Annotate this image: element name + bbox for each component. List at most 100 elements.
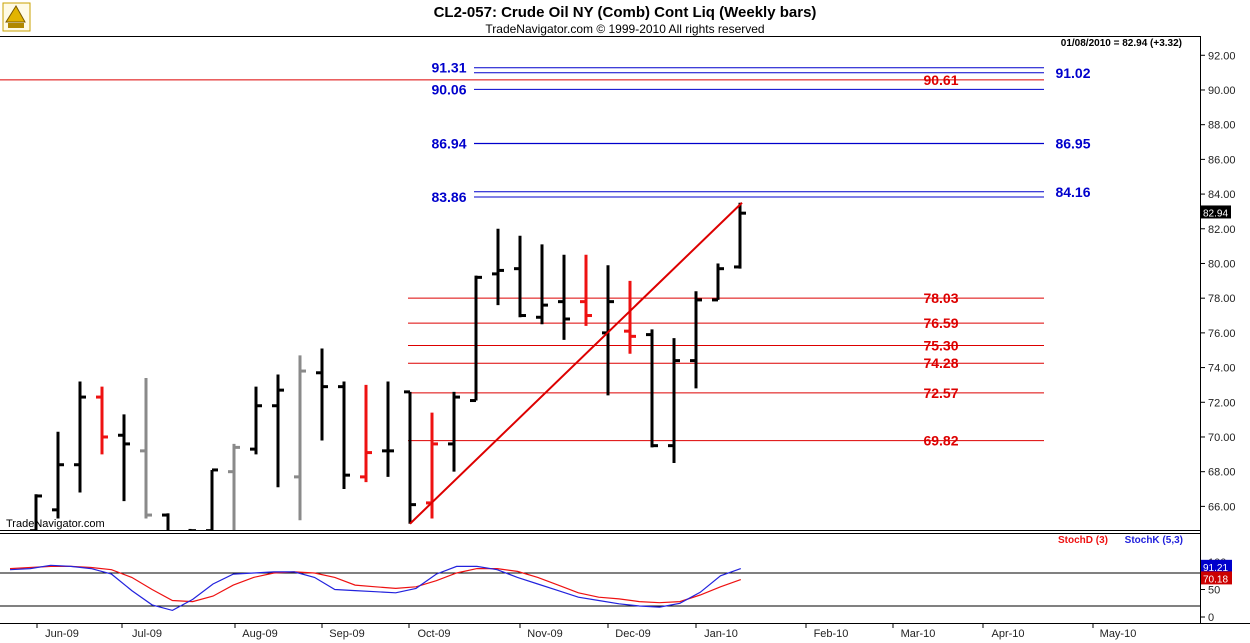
ohlc-bar	[52, 431, 64, 519]
ohlc-bar	[118, 414, 130, 502]
x-tick-label: May-10	[1100, 628, 1137, 640]
y-axis: 66.00 68.00 70.00 72.00 74.00 76.00 78.00 80.00…	[1200, 50, 1236, 513]
stoch-lines	[9, 564, 742, 612]
last-price-label: 82.94	[1203, 208, 1228, 219]
trade-navigator-logo-icon	[2, 2, 31, 32]
stoch-reference-lines	[0, 572, 1200, 607]
ohlc-bar	[272, 374, 284, 488]
ohlc-bar	[360, 384, 372, 483]
fib-levels	[0, 67, 1044, 442]
x-tick-label: Apr-10	[991, 628, 1024, 640]
level-label: 78.03	[923, 290, 958, 306]
ohlc-bar	[228, 443, 240, 530]
level-label: 83.86	[431, 189, 466, 205]
x-tick-label: Sep-09	[329, 628, 364, 640]
chart-title: CL2-057: Crude Oil NY (Comb) Cont Liq (W…	[434, 4, 817, 21]
y-tick-label: 86.00	[1208, 154, 1236, 166]
ohlc-bar	[580, 254, 592, 326]
y-tick-label: 88.00	[1208, 120, 1236, 132]
ohlc-bar	[492, 228, 504, 306]
stoch-d-badge: 70.18	[1201, 571, 1232, 585]
last-quote: 01/08/2010 = 82.94 (+3.32)	[1061, 38, 1182, 49]
stoch-series-line	[9, 564, 742, 612]
level-label: 76.59	[923, 315, 958, 331]
y-tick-label: 66.00	[1208, 501, 1236, 513]
ohlc-bar	[206, 468, 218, 530]
level-label: 86.95	[1055, 135, 1090, 151]
ohlc-bar	[558, 254, 570, 340]
x-tick-label: Dec-09	[615, 628, 650, 640]
y-tick-label: 78.00	[1208, 293, 1236, 305]
y-tick-label: 82.00	[1208, 224, 1236, 236]
level-label: 90.06	[431, 81, 466, 97]
y-tick-label: 68.00	[1208, 467, 1236, 479]
level-label: 91.02	[1055, 65, 1090, 81]
trendline	[409, 202, 743, 525]
level-label: 86.94	[431, 136, 466, 152]
x-tick-label: Jul-09	[132, 628, 162, 640]
copyright-line: TradeNavigator.com © 1999-2010 All right…	[485, 22, 764, 36]
level-label: 74.28	[923, 355, 958, 371]
ohlc-bar	[250, 386, 262, 455]
price-bars	[30, 202, 746, 530]
legend-stochk: StochK (5,3)	[1125, 535, 1183, 546]
stoch-k-badge: 91.21	[1201, 559, 1232, 574]
ohlc-bar	[30, 494, 42, 530]
stoch-tick-label: 50	[1208, 585, 1220, 597]
y-tick-label: 80.00	[1208, 258, 1236, 270]
ohlc-bar	[734, 202, 746, 269]
ohlc-bar	[448, 391, 460, 472]
ohlc-bar	[338, 381, 350, 490]
ohlc-bar	[188, 528, 196, 530]
level-label: 75.30	[923, 338, 958, 354]
level-label: 90.61	[923, 72, 958, 88]
ohlc-bar	[96, 386, 108, 455]
x-tick-label: Jun-09	[45, 628, 79, 640]
stoch-k-value: 91.21	[1203, 563, 1228, 574]
stoch-series-line	[9, 565, 742, 604]
ohlc-bar	[690, 291, 702, 389]
x-tick-label: Oct-09	[417, 628, 450, 640]
ohlc-bar	[602, 265, 614, 396]
level-labels: 91.31 91.02 90.61 90.06 86.94 86.95 83.86 84.16…	[431, 60, 1090, 449]
y-tick-label: 76.00	[1208, 328, 1236, 340]
ohlc-bar	[316, 348, 328, 441]
level-label: 72.57	[923, 385, 958, 401]
plot-frames	[0, 36, 1250, 624]
watermark: TradeNavigator.com	[6, 518, 105, 530]
x-axis: Jun-09 Jul-09 Aug-09 Sep-09 Oct-09 Nov-09 Dec-…	[36, 623, 1137, 640]
ohlc-bar	[470, 275, 482, 403]
level-label: 69.82	[923, 433, 958, 449]
ohlc-bar	[382, 381, 394, 477]
ohlc-bar	[712, 263, 724, 302]
ohlc-bar	[294, 355, 306, 521]
ohlc-bar	[514, 235, 526, 318]
level-label: 91.31	[431, 60, 466, 76]
y-tick-label: 84.00	[1208, 189, 1236, 201]
x-tick-label: Mar-10	[901, 628, 936, 640]
ohlc-bar	[74, 381, 86, 493]
y-tick-label: 74.00	[1208, 363, 1236, 375]
x-tick-label: Aug-09	[242, 628, 277, 640]
y-tick-label: 92.00	[1208, 50, 1236, 62]
y-tick-label: 70.00	[1208, 432, 1236, 444]
x-tick-label: Feb-10	[814, 628, 849, 640]
stoch-d-value: 70.18	[1203, 574, 1228, 585]
ohlc-bar	[668, 338, 680, 463]
ohlc-bar	[624, 280, 636, 354]
legend-stochd: StochD (3)	[1058, 535, 1108, 546]
x-tick-label: Jan-10	[704, 628, 738, 640]
trendline-segment	[409, 202, 743, 525]
x-tick-label: Nov-09	[527, 628, 562, 640]
ohlc-bar	[140, 377, 152, 519]
ohlc-bar	[536, 244, 548, 325]
stoch-tick-label: 0	[1208, 612, 1214, 624]
y-tick-label: 90.00	[1208, 85, 1236, 97]
ohlc-bar	[646, 329, 658, 448]
last-price-tag: 82.94	[1201, 205, 1231, 219]
ohlc-bar	[404, 390, 416, 524]
level-label: 84.16	[1055, 184, 1090, 200]
ohlc-bar	[162, 513, 170, 530]
y-tick-label: 72.00	[1208, 397, 1236, 409]
